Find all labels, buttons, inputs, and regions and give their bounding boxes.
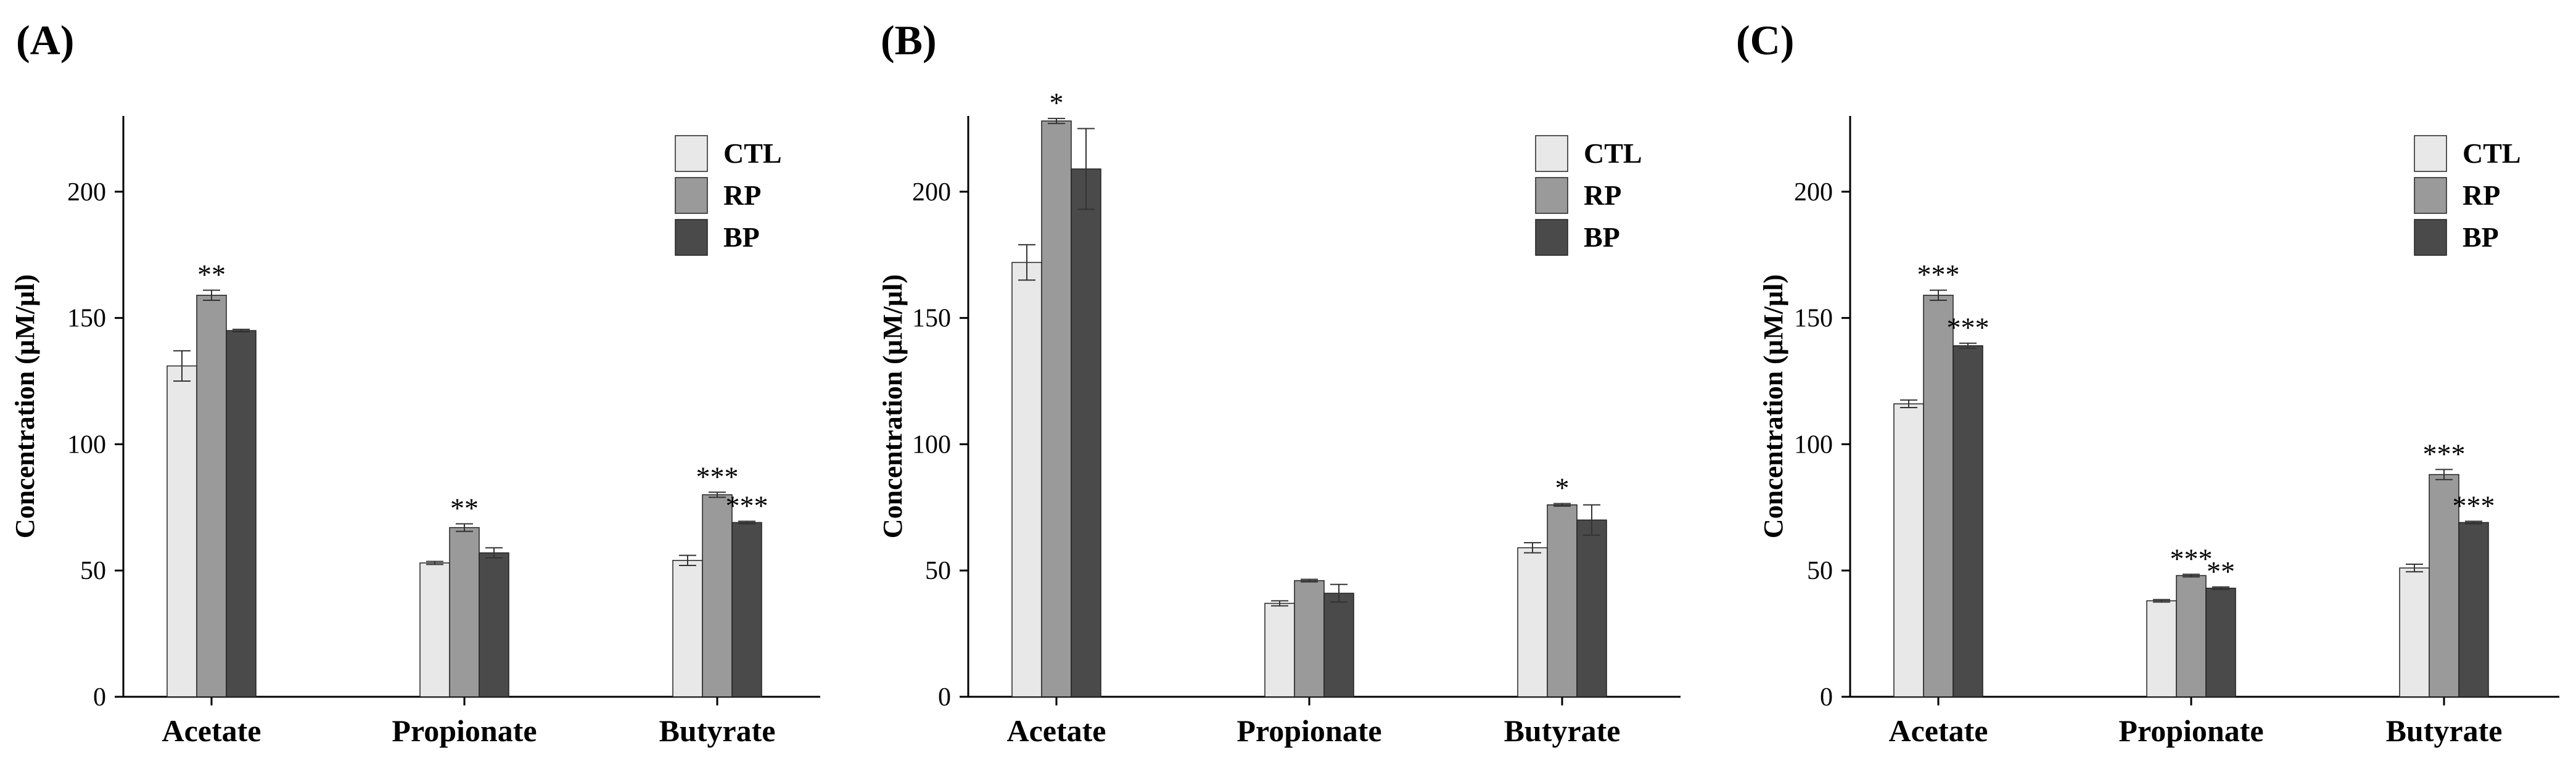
bar-rp-propionate bbox=[449, 527, 480, 697]
significance-marker: * bbox=[1555, 472, 1570, 504]
significance-marker: *** bbox=[1947, 312, 1990, 343]
y-tick-label: 0 bbox=[938, 683, 951, 712]
bar-ctl-butyrate bbox=[672, 560, 703, 697]
y-axis-label: Concentration (µM/µl) bbox=[878, 274, 908, 538]
legend-swatch-bp bbox=[2414, 219, 2447, 256]
significance-marker: ** bbox=[197, 259, 226, 290]
bar-ctl-acetate bbox=[167, 365, 197, 697]
y-tick-label: 50 bbox=[925, 557, 951, 585]
legend-label-ctl: CTL bbox=[2463, 138, 2521, 169]
x-tick-label-propionate: Propionate bbox=[1237, 713, 1381, 748]
legend-label-rp: RP bbox=[723, 179, 761, 211]
bar-rp-acetate bbox=[196, 295, 227, 697]
significance-marker: *** bbox=[2453, 490, 2495, 521]
bar-bp-propionate bbox=[479, 552, 509, 697]
y-tick-label: 100 bbox=[1794, 430, 1833, 459]
x-tick-label-butyrate: Butyrate bbox=[2386, 713, 2503, 748]
bar-rp-butyrate bbox=[1547, 504, 1578, 697]
x-tick-label-acetate: Acetate bbox=[1007, 713, 1106, 748]
x-tick-label-propionate: Propionate bbox=[2118, 713, 2263, 748]
bar-ctl-propionate bbox=[2146, 600, 2177, 697]
legend-swatch-bp bbox=[675, 219, 708, 256]
legend-swatch-rp bbox=[1535, 177, 1568, 214]
legend-label-rp: RP bbox=[2463, 179, 2500, 211]
x-tick-label-butyrate: Butyrate bbox=[659, 713, 776, 748]
legend-label-ctl: CTL bbox=[1584, 138, 1642, 169]
bar-bp-acetate bbox=[1071, 168, 1101, 697]
bar-ctl-butyrate bbox=[2399, 567, 2430, 697]
bar-rp-propionate bbox=[1294, 580, 1325, 697]
significance-marker: *** bbox=[696, 461, 739, 492]
y-tick-label: 100 bbox=[67, 430, 106, 459]
y-tick-label: 200 bbox=[67, 178, 106, 207]
significance-marker: *** bbox=[2170, 543, 2213, 574]
bar-rp-propionate bbox=[2176, 575, 2207, 697]
x-tick-label-acetate: Acetate bbox=[162, 713, 261, 748]
bar-ctl-propionate bbox=[1264, 602, 1295, 697]
bar-rp-acetate bbox=[1041, 120, 1072, 697]
y-tick-label: 0 bbox=[93, 683, 106, 712]
panel-label: (A) bbox=[16, 17, 74, 64]
legend-label-ctl: CTL bbox=[723, 138, 782, 169]
bar-ctl-acetate bbox=[1893, 403, 1924, 697]
y-tick-label: 200 bbox=[912, 178, 951, 207]
bar-bp-acetate bbox=[226, 330, 257, 697]
significance-marker: *** bbox=[1917, 259, 1960, 290]
bar-ctl-acetate bbox=[1011, 261, 1042, 697]
y-axis-label: Concentration (µM/µl) bbox=[1758, 274, 1788, 538]
legend-swatch-rp bbox=[675, 177, 708, 214]
legend-label-bp: BP bbox=[2463, 221, 2499, 253]
significance-marker: ** bbox=[450, 492, 479, 524]
bar-rp-acetate bbox=[1923, 295, 1954, 697]
chart-panel-a: (A) Concentration (µM/µl) 0 50 100 150 200 Acet… bbox=[10, 17, 820, 748]
bar-bp-butyrate bbox=[731, 522, 762, 697]
x-tick-label-acetate: Acetate bbox=[1889, 713, 1988, 748]
bar-rp-butyrate bbox=[702, 494, 733, 697]
y-tick-label: 100 bbox=[912, 430, 951, 459]
y-tick-label: 150 bbox=[67, 305, 106, 333]
y-tick-label: 50 bbox=[1807, 557, 1833, 585]
y-tick-label: 150 bbox=[912, 305, 951, 333]
bar-bp-acetate bbox=[1953, 345, 1983, 697]
y-tick-label: 150 bbox=[1794, 305, 1833, 333]
legend-swatch-ctl bbox=[2414, 135, 2447, 172]
y-axis-label: Concentration (µM/µl) bbox=[10, 274, 40, 538]
bar-bp-propionate bbox=[1323, 593, 1354, 697]
significance-marker: *** bbox=[726, 490, 768, 521]
bar-bp-butyrate bbox=[2458, 522, 2489, 697]
legend-label-bp: BP bbox=[723, 221, 760, 253]
bar-bp-propionate bbox=[2205, 588, 2236, 697]
panel-label: (C) bbox=[1736, 17, 1794, 64]
legend-label-rp: RP bbox=[1584, 179, 1621, 211]
y-tick-label: 0 bbox=[1820, 683, 1833, 712]
significance-marker: ** bbox=[2207, 556, 2235, 587]
x-tick-label-propionate: Propionate bbox=[392, 713, 537, 748]
panel-label: (B) bbox=[881, 17, 937, 64]
legend-swatch-ctl bbox=[675, 135, 708, 172]
chart-panel-b: (B) Concentration (µM/µl) 0 50 100 150 200 Acet… bbox=[878, 17, 1681, 748]
significance-marker: * bbox=[1050, 87, 1064, 118]
legend-swatch-ctl bbox=[1535, 135, 1568, 172]
legend-swatch-bp bbox=[1535, 219, 1568, 256]
x-tick-label-butyrate: Butyrate bbox=[1504, 713, 1621, 748]
legend-label-bp: BP bbox=[1584, 221, 1620, 253]
y-tick-label: 50 bbox=[80, 557, 106, 585]
y-tick-label: 200 bbox=[1794, 178, 1833, 207]
bar-ctl-propionate bbox=[419, 562, 450, 697]
significance-marker: *** bbox=[2423, 438, 2466, 469]
bar-bp-butyrate bbox=[1576, 519, 1607, 697]
bar-ctl-butyrate bbox=[1517, 547, 1548, 697]
legend-swatch-rp bbox=[2414, 177, 2447, 214]
chart-panel-c: (C) Concentration (µM/µl) 0 50 100 150 200 Acet… bbox=[1736, 17, 2559, 748]
